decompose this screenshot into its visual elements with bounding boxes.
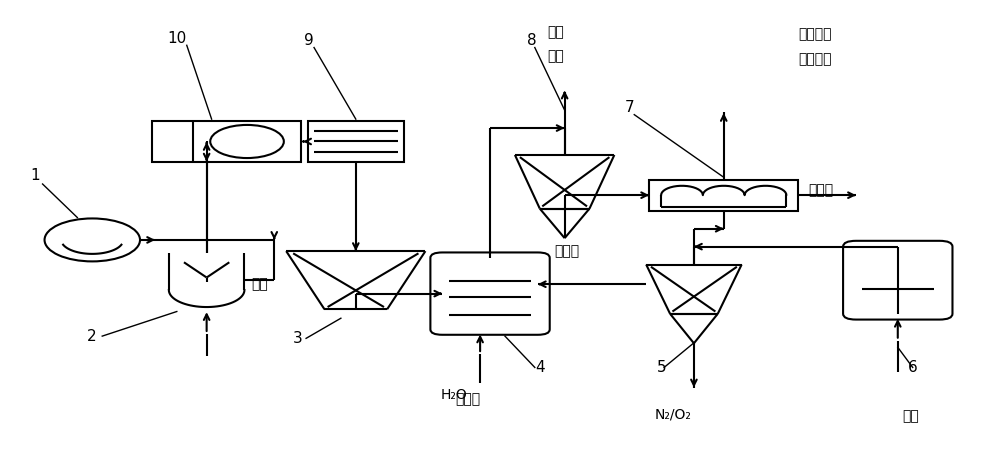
Bar: [649, 179, 798, 211]
Text: 5: 5: [657, 360, 667, 375]
Text: 空气: 空气: [903, 410, 920, 424]
Text: 7: 7: [624, 100, 634, 115]
Text: N₂/O₂: N₂/O₂: [654, 408, 691, 422]
Text: 6: 6: [908, 360, 917, 375]
Text: 8: 8: [527, 33, 536, 48]
Text: 9: 9: [304, 33, 314, 48]
Text: H₂O: H₂O: [440, 388, 467, 402]
Text: 载氧体: 载氧体: [555, 244, 580, 258]
Text: 富氢: 富氢: [548, 25, 564, 39]
Text: 属氧化物: 属氧化物: [798, 52, 832, 66]
Text: 1: 1: [31, 168, 40, 183]
Text: 4: 4: [535, 360, 544, 375]
Bar: [308, 121, 404, 162]
Text: 固废: 固废: [251, 278, 268, 292]
Text: 非磁性金: 非磁性金: [798, 27, 832, 41]
Text: 3: 3: [293, 331, 303, 346]
Bar: [152, 121, 301, 162]
Text: 气体: 气体: [548, 49, 564, 63]
Text: 2: 2: [87, 328, 97, 343]
Text: 载氧体: 载氧体: [808, 183, 833, 197]
Text: 载氧体: 载氧体: [455, 392, 480, 406]
Text: 10: 10: [167, 31, 186, 46]
